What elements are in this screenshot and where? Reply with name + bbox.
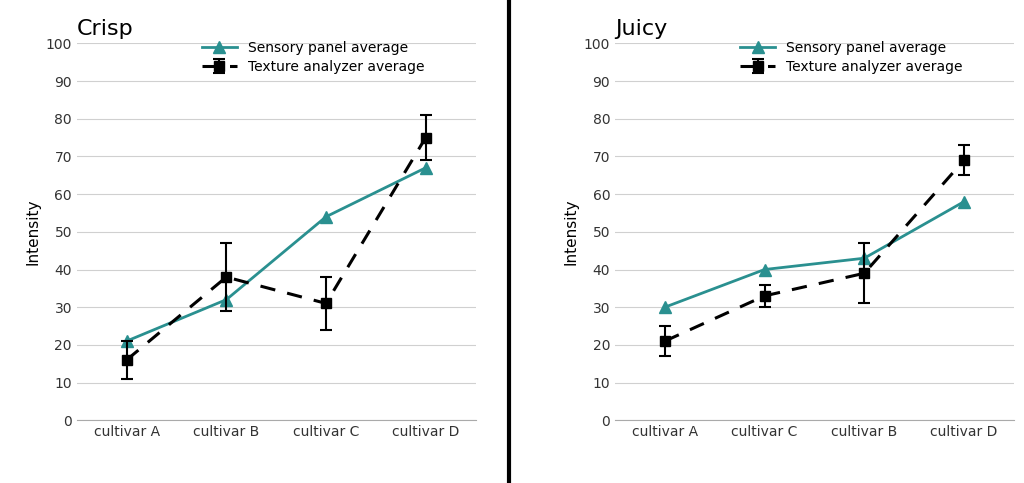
Sensory panel average: [121, 338, 133, 344]
Legend: Sensory panel average, Texture analyzer average: Sensory panel average, Texture analyzer …: [734, 36, 968, 80]
Text: Juicy: Juicy: [615, 19, 668, 39]
Sensory panel average: [319, 214, 332, 220]
Y-axis label: Intensity: Intensity: [563, 199, 579, 265]
Line: Sensory panel average: Sensory panel average: [659, 196, 970, 313]
Sensory panel average: [220, 297, 232, 302]
Legend: Sensory panel average, Texture analyzer average: Sensory panel average, Texture analyzer …: [197, 36, 430, 80]
Sensory panel average: [658, 304, 671, 310]
Sensory panel average: [858, 256, 870, 261]
Line: Sensory panel average: Sensory panel average: [121, 162, 431, 347]
Y-axis label: Intensity: Intensity: [25, 199, 40, 265]
Sensory panel average: [420, 165, 432, 170]
Sensory panel average: [759, 267, 771, 272]
Text: Crisp: Crisp: [77, 19, 133, 39]
Sensory panel average: [957, 199, 970, 205]
